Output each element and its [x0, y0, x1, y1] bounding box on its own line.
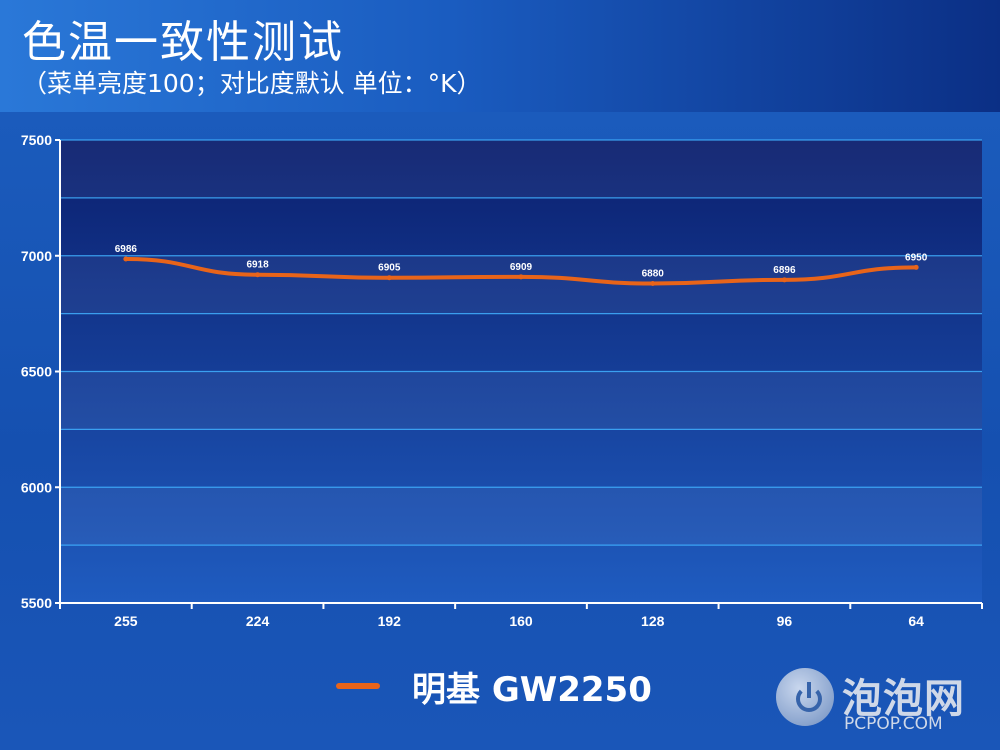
- grid-band: [60, 255, 982, 314]
- grid-band: [60, 371, 982, 430]
- data-label: 6909: [510, 262, 533, 273]
- pcpop-watermark: 泡泡网 PCPOP.COM: [770, 662, 980, 742]
- data-label: 6950: [905, 252, 928, 263]
- data-label: 6986: [115, 244, 138, 255]
- y-tick-label: 5500: [21, 595, 52, 611]
- watermark-name-en: PCPOP.COM: [844, 714, 943, 734]
- legend-line-swatch: [336, 683, 380, 689]
- watermark-name-cn: 泡泡网: [842, 676, 965, 722]
- header-band: [0, 0, 1000, 112]
- data-point: [650, 281, 656, 287]
- grid-band: [60, 140, 982, 198]
- x-tick-label: 192: [378, 613, 402, 629]
- legend-series-label: 明基 GW2250: [412, 669, 652, 710]
- plot-area: 5500 6000 6500 7000 7500 255 224 192 160 128 96 64 …: [4, 120, 996, 640]
- y-tick-label: 6000: [21, 479, 52, 495]
- x-tick-label: 96: [777, 613, 793, 629]
- data-point: [255, 272, 261, 278]
- x-tick-label: 160: [509, 613, 533, 629]
- data-point: [518, 274, 524, 280]
- data-point: [781, 277, 787, 283]
- data-point: [386, 275, 392, 281]
- data-label: 6896: [773, 265, 796, 276]
- legend: 明基 GW2250: [336, 664, 652, 710]
- data-label: 6905: [378, 263, 401, 274]
- data-label: 6918: [246, 260, 269, 271]
- data-label: 6880: [642, 269, 665, 280]
- x-tick-label: 224: [246, 613, 270, 629]
- data-point: [913, 264, 919, 270]
- data-point: [123, 256, 129, 262]
- chart-title: 色温一致性测试: [22, 17, 344, 68]
- x-tick-label: 128: [641, 613, 665, 629]
- y-tick-label: 7500: [21, 132, 52, 148]
- y-tick-label: 7000: [21, 248, 52, 264]
- x-tick-label: 255: [114, 613, 138, 629]
- grid-band: [60, 487, 982, 546]
- chart-subtitle: （菜单亮度100；对比度默认 单位：°K）: [22, 69, 482, 98]
- power-logo-icon: [776, 668, 834, 726]
- y-tick-label: 6500: [21, 364, 52, 380]
- x-tick-label: 64: [908, 613, 924, 629]
